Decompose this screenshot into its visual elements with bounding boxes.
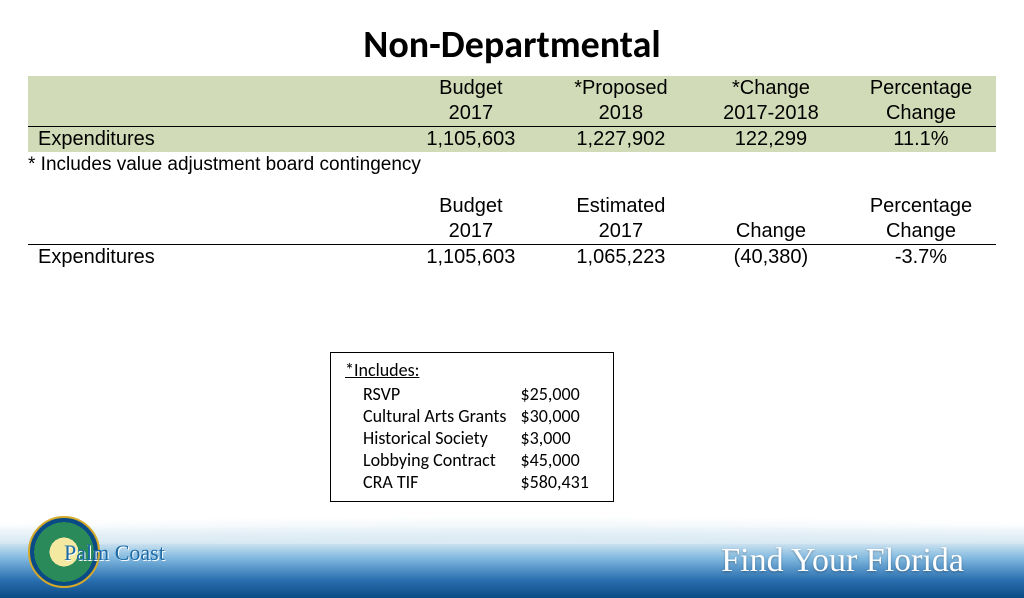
- t1-change: 122,299: [696, 127, 846, 153]
- t1-h1-2: *Proposed: [546, 76, 696, 101]
- t2-h1-2: Estimated: [546, 194, 696, 219]
- t1-proposed2018: 1,227,902: [546, 127, 696, 153]
- t1-budget2017: 1,105,603: [396, 127, 546, 153]
- t2-h1-0: [28, 194, 396, 219]
- inc-4-label: CRA TIF: [345, 471, 516, 493]
- footnote-contingency: * Includes value adjustment board contin…: [28, 154, 996, 176]
- inc-2-amt: $3,000: [516, 427, 598, 449]
- t1-pct: 11.1%: [846, 127, 996, 153]
- table2-wrap: Budget Estimated Percentage 2017 2017 Ch…: [28, 194, 996, 270]
- t2-pct: -3.7%: [846, 245, 996, 271]
- inc-2-label: Historical Society: [345, 427, 516, 449]
- t2-h2-2: 2017: [546, 219, 696, 245]
- t2-h2-4: Change: [846, 219, 996, 245]
- inc-1-amt: $30,000: [516, 405, 598, 427]
- t2-h1-4: Percentage: [846, 194, 996, 219]
- t1-h1-4: Percentage: [846, 76, 996, 101]
- t2-h2-3: Change: [696, 219, 846, 245]
- seal-text: Palm Coast: [64, 540, 165, 566]
- budget-estimated-table: Budget Estimated Percentage 2017 2017 Ch…: [28, 194, 996, 270]
- inc-3-label: Lobbying Contract: [345, 449, 516, 471]
- includes-box: *Includes: RSVP$25,000 Cultural Arts Gra…: [330, 352, 614, 502]
- t1-h1-1: Budget: [396, 76, 546, 101]
- t1-h2-1: 2017: [396, 101, 546, 127]
- t1-h1-0: [28, 76, 396, 101]
- t1-h2-3: 2017-2018: [696, 101, 846, 127]
- t2-budget2017: 1,105,603: [396, 245, 546, 271]
- city-seal: Palm Coast: [28, 512, 148, 592]
- inc-3-amt: $45,000: [516, 449, 598, 471]
- table1-wrap: Budget *Proposed *Change Percentage 2017…: [28, 76, 996, 152]
- t1-h2-0: [28, 101, 396, 127]
- t2-change: (40,380): [696, 245, 846, 271]
- includes-title: *Includes:: [345, 359, 599, 381]
- inc-4-amt: $580,431: [516, 471, 598, 493]
- includes-table: RSVP$25,000 Cultural Arts Grants$30,000 …: [345, 383, 599, 493]
- t2-h1-3: [696, 194, 846, 219]
- t2-h2-1: 2017: [396, 219, 546, 245]
- inc-0-amt: $25,000: [516, 383, 598, 405]
- t2-row-label: Expenditures: [28, 245, 396, 271]
- t1-row-label: Expenditures: [28, 127, 396, 153]
- budget-proposed-table: Budget *Proposed *Change Percentage 2017…: [28, 76, 996, 152]
- t2-h1-1: Budget: [396, 194, 546, 219]
- t1-h1-3: *Change: [696, 76, 846, 101]
- page-title: Non-Departmental: [0, 22, 1024, 68]
- t2-estimated2017: 1,065,223: [546, 245, 696, 271]
- footer-tagline: Find Your Florida: [721, 542, 964, 580]
- t1-h2-4: Change: [846, 101, 996, 127]
- inc-0-label: RSVP: [345, 383, 516, 405]
- inc-1-label: Cultural Arts Grants: [345, 405, 516, 427]
- t2-h2-0: [28, 219, 396, 245]
- t1-h2-2: 2018: [546, 101, 696, 127]
